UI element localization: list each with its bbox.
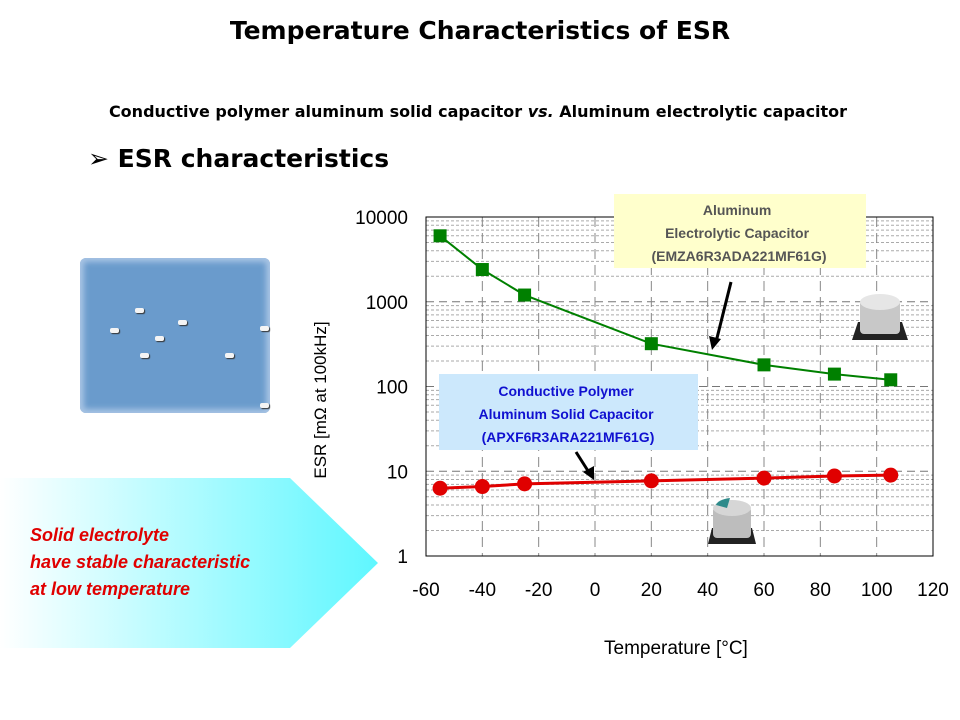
y-axis-label: ESR [mΩ at 100kHz] bbox=[311, 321, 330, 478]
callout-arrow-shape bbox=[0, 478, 378, 648]
particle-mark bbox=[260, 403, 269, 408]
y-tick-label: 10 bbox=[387, 462, 408, 483]
data-point-polymer bbox=[756, 470, 772, 486]
legend-line: (EMZA6R3ADA221MF61G) bbox=[651, 248, 826, 264]
particle-mark bbox=[178, 320, 187, 325]
legend-electrolytic: Aluminum Electrolytic Capacitor (EMZA6R3… bbox=[651, 202, 826, 264]
section-heading: ➢ ESR characteristics bbox=[88, 144, 389, 173]
data-point-electrolytic bbox=[644, 337, 658, 351]
data-point-electrolytic bbox=[884, 373, 898, 387]
x-tick-label: -20 bbox=[525, 580, 552, 601]
legend-line: Aluminum bbox=[703, 202, 771, 218]
data-point-electrolytic bbox=[433, 229, 447, 243]
arrow-bullet-icon: ➢ bbox=[88, 144, 109, 173]
data-point-polymer bbox=[432, 480, 448, 496]
particle-mark bbox=[155, 336, 164, 341]
polymer-capacitor-photo-icon bbox=[708, 498, 756, 544]
pointer-arrow-electrolytic bbox=[709, 281, 733, 350]
legend-box-polymer bbox=[439, 374, 698, 450]
data-point-polymer bbox=[474, 479, 490, 495]
x-tick-label: 80 bbox=[810, 580, 831, 601]
subtitle-vs: vs. bbox=[527, 102, 554, 121]
data-point-electrolytic bbox=[827, 367, 841, 381]
x-tick-label: 120 bbox=[917, 580, 949, 601]
x-tick-label: 100 bbox=[861, 580, 893, 601]
legend-line: Electrolytic Capacitor bbox=[665, 225, 809, 241]
y-tick-label: 1 bbox=[397, 547, 408, 568]
legend-box-electrolytic bbox=[614, 194, 866, 268]
x-tick-label: 20 bbox=[641, 580, 662, 601]
x-tick-label: 60 bbox=[753, 580, 774, 601]
callout-line: at low temperature bbox=[30, 579, 191, 599]
data-point-polymer bbox=[883, 467, 899, 483]
y-tick-label: 10000 bbox=[355, 208, 408, 229]
subtitle-part: Aluminum electrolytic capacitor bbox=[553, 102, 848, 121]
callout-text: Solid electrolyte have stable characteri… bbox=[30, 522, 250, 603]
x-axis-label: Temperature [°C] bbox=[604, 638, 748, 659]
particle-mark bbox=[135, 308, 144, 313]
legend-line: Conductive Polymer bbox=[498, 383, 634, 399]
x-tick-label: 40 bbox=[697, 580, 718, 601]
data-point-electrolytic bbox=[475, 263, 489, 277]
subtitle: Conductive polymer aluminum solid capaci… bbox=[0, 102, 956, 121]
slide-title: Temperature Characteristics of ESR bbox=[229, 16, 731, 45]
data-point-polymer bbox=[826, 468, 842, 484]
y-tick-label: 1000 bbox=[366, 293, 408, 314]
particle-mark bbox=[225, 353, 234, 358]
particle-mark bbox=[110, 328, 119, 333]
callout-line: Solid electrolyte bbox=[30, 525, 170, 545]
particle-mark bbox=[260, 326, 269, 331]
data-point-electrolytic bbox=[757, 358, 771, 372]
section-heading-text: ESR characteristics bbox=[117, 144, 390, 173]
legend-line: Aluminum Solid Capacitor bbox=[479, 406, 655, 422]
data-point-polymer bbox=[643, 473, 659, 489]
data-point-electrolytic bbox=[518, 288, 532, 302]
electrolytic-capacitor-photo-icon bbox=[852, 294, 908, 340]
callout-line: have stable characteristic bbox=[30, 552, 251, 572]
series-line bbox=[440, 473, 891, 490]
pointer-arrow-polymer bbox=[574, 451, 594, 480]
data-point-polymer bbox=[517, 476, 533, 492]
subtitle-part: Conductive polymer aluminum solid capaci… bbox=[108, 102, 528, 121]
x-tick-label: -60 bbox=[412, 580, 439, 601]
legend-polymer: Conductive Polymer Aluminum Solid Capaci… bbox=[479, 383, 658, 445]
x-tick-label: -40 bbox=[469, 580, 496, 601]
legend-line: (APXF6R3ARA221MF61G) bbox=[482, 429, 655, 445]
solid-electrolyte-illustration bbox=[80, 258, 270, 413]
x-tick-label: 0 bbox=[590, 580, 601, 601]
particle-mark bbox=[140, 353, 149, 358]
y-tick-label: 100 bbox=[376, 378, 408, 399]
